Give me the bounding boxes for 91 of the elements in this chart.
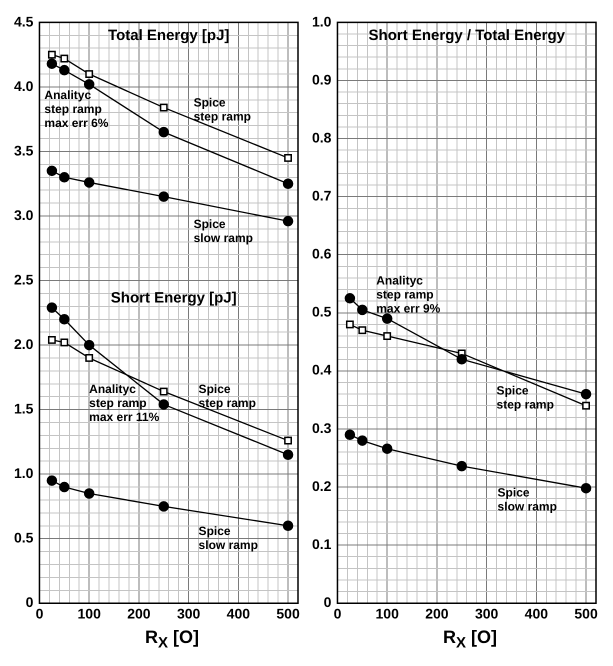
point	[357, 435, 368, 446]
point	[60, 338, 68, 346]
point	[46, 302, 58, 313]
chart-title: Short Energy / Total Energy	[368, 27, 566, 44]
x-tick-label: 100	[78, 605, 102, 622]
annotation: Spice step ramp	[194, 96, 251, 124]
y-tick-label: 0.1	[312, 536, 332, 552]
x-tick-label: 500	[574, 605, 598, 622]
y-tick-label: 0.3	[312, 420, 332, 436]
y-tick-label: 3.5	[14, 142, 34, 158]
point	[282, 216, 294, 226]
point	[59, 314, 70, 325]
annotation: Short Energy [pJ]	[110, 290, 237, 306]
y-tick-label: 1.0	[312, 13, 332, 30]
point	[160, 388, 168, 396]
point	[580, 482, 592, 494]
point	[284, 436, 292, 445]
point	[158, 126, 170, 138]
annotation: Spice slow ramp	[198, 524, 258, 552]
point	[59, 172, 70, 183]
annotation: Analityc step ramp max err 11%	[89, 382, 160, 424]
y-tick-label: 0	[26, 594, 34, 610]
point	[346, 320, 354, 328]
point	[46, 58, 58, 69]
annotation: Spice step ramp	[198, 382, 256, 410]
point	[160, 104, 168, 112]
y-tick-label: 0.5	[312, 304, 332, 320]
point	[344, 293, 356, 304]
annotation: Spice slow ramp	[498, 485, 557, 514]
annotation: Spice slow ramp	[194, 216, 253, 245]
y-tick-label: 2.5	[14, 271, 34, 288]
point	[84, 340, 94, 350]
x-tick-label: 300	[474, 605, 499, 622]
point	[48, 336, 56, 344]
chart-title: Total Energy [pJ]	[108, 27, 230, 44]
point	[59, 482, 70, 492]
y-tick-label: 0.2	[312, 478, 332, 494]
x-tick-label: 400	[524, 605, 548, 622]
point	[582, 402, 590, 410]
point	[344, 430, 356, 440]
y-tick-label: 4.0	[14, 78, 34, 94]
point	[284, 154, 292, 162]
point	[282, 178, 294, 189]
point	[46, 475, 58, 486]
y-tick-label: 1.0	[14, 464, 34, 481]
point	[60, 54, 68, 62]
y-tick-label: 0.9	[312, 71, 332, 88]
x-tick-label: 100	[376, 605, 400, 622]
x-tick-label: 400	[226, 605, 250, 622]
x-axis-title: R$_{X}$ [O]	[144, 626, 199, 654]
y-tick-label: 0	[324, 594, 332, 610]
annotation: Spice step ramp	[496, 384, 554, 412]
point	[456, 460, 468, 472]
point	[357, 304, 368, 316]
point	[158, 399, 170, 410]
y-tick-label: 0.5	[14, 530, 34, 546]
x-tick-label: 200	[127, 605, 151, 622]
point	[158, 501, 170, 512]
x-tick-label: 300	[176, 605, 201, 622]
y-tick-label: 3.0	[14, 206, 34, 223]
y-tick-label: 0.6	[312, 246, 332, 262]
y-tick-label: 0.4	[312, 362, 332, 378]
point	[85, 70, 94, 78]
point	[46, 166, 58, 176]
x-tick-label: 200	[425, 605, 449, 622]
point	[282, 520, 294, 532]
x-tick-label: 0	[36, 605, 44, 622]
x-axis-title: R$_{X}$ [O]	[442, 626, 497, 654]
point	[282, 450, 294, 460]
point	[158, 191, 170, 202]
annotation: Analityc step ramp max err 6%	[44, 88, 109, 130]
y-tick-label: 1.5	[14, 400, 34, 416]
point	[382, 313, 392, 324]
point	[84, 488, 94, 499]
y-tick-label: 0.8	[312, 129, 332, 146]
point	[84, 177, 94, 188]
y-tick-label: 0.7	[312, 188, 332, 204]
point	[85, 354, 94, 362]
point	[358, 326, 366, 334]
annotation: Analityc step ramp max err 9%	[376, 273, 441, 316]
y-tick-label: 4.5	[14, 13, 34, 30]
point	[383, 332, 392, 340]
x-tick-label: 0	[334, 605, 342, 622]
point	[456, 354, 468, 365]
point	[48, 50, 56, 59]
point	[580, 388, 592, 400]
point	[382, 443, 392, 454]
x-tick-label: 500	[276, 605, 300, 622]
point	[84, 79, 94, 90]
point	[59, 64, 70, 76]
y-tick-label: 2.0	[14, 336, 34, 352]
